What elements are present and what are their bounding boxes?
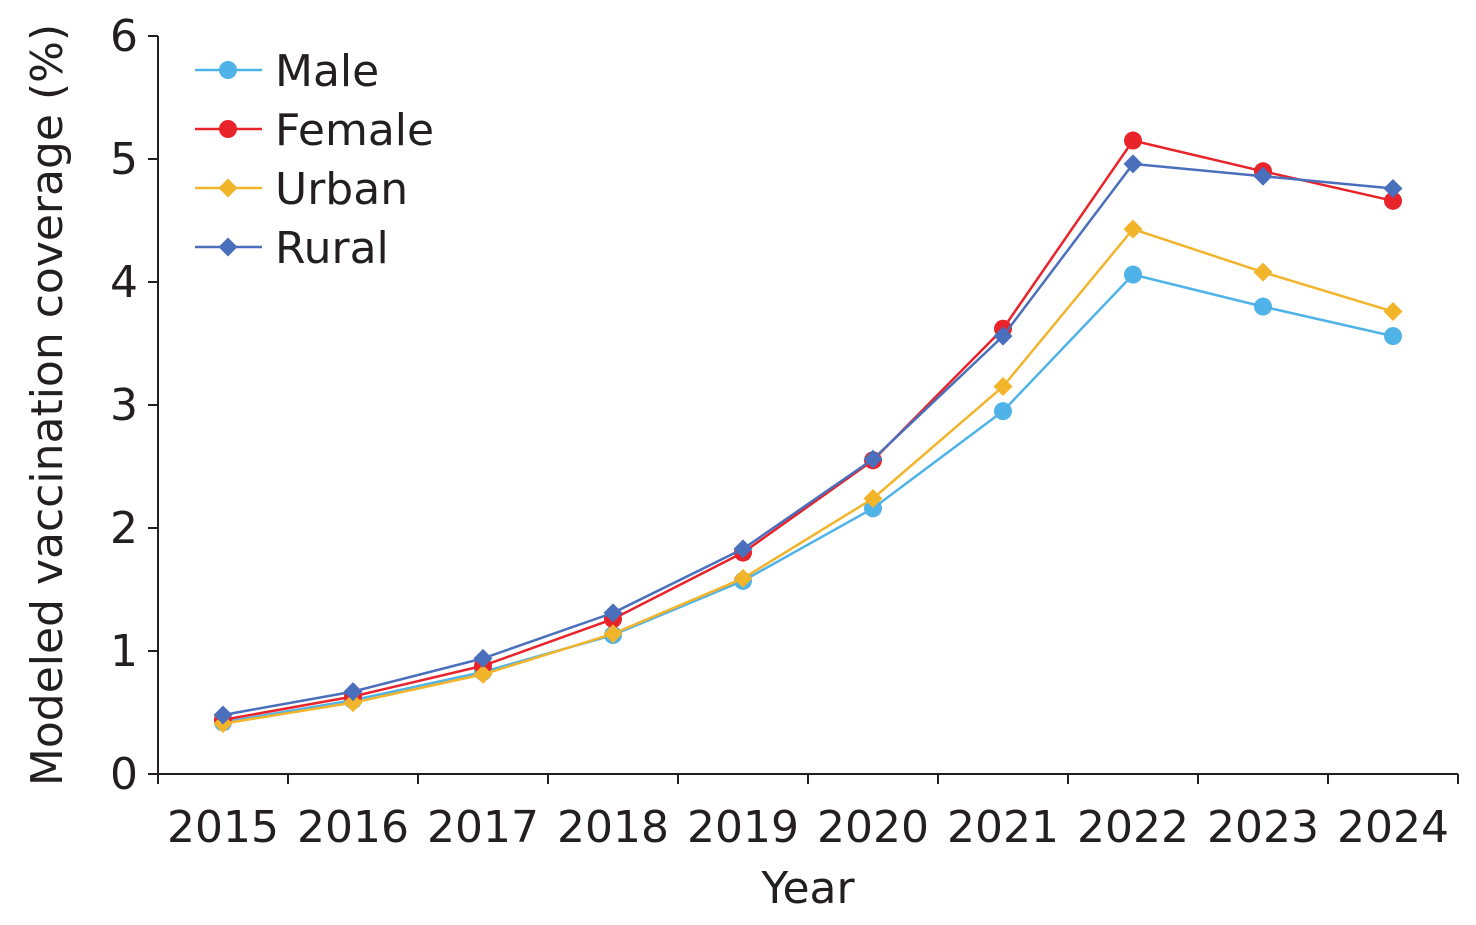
legend-label-male: Male: [275, 46, 379, 97]
y-tick-label: 4: [110, 257, 138, 308]
data-point-male: [994, 402, 1012, 421]
series-line-rural: [222, 162, 1394, 717]
x-tick-label: 2022: [1077, 802, 1189, 853]
x-tick-label: 2024: [1337, 802, 1449, 853]
legend-item-rural: Rural: [195, 223, 389, 274]
series-male: [214, 265, 1402, 732]
legend-item-urban: Urban: [195, 164, 408, 215]
x-tick-label: 2021: [947, 802, 1059, 853]
series-line-urban: [222, 227, 1394, 725]
legend-label-urban: Urban: [275, 164, 408, 215]
data-point-rural: [863, 449, 883, 469]
data-point-female: [1384, 191, 1402, 210]
data-point-urban: [1253, 262, 1273, 282]
x-tick-label: 2018: [557, 802, 669, 853]
data-point-rural: [993, 326, 1013, 346]
data-point-male: [864, 499, 882, 518]
series-urban: [213, 219, 1403, 734]
y-tick-label: 3: [110, 380, 138, 431]
y-tick-label: 6: [110, 11, 138, 62]
data-point-rural: [213, 705, 233, 725]
data-point-urban: [1383, 302, 1403, 322]
x-tick-label: 2023: [1207, 802, 1319, 853]
y-ticks: 0 1 2 3 4 5 6: [110, 11, 158, 800]
x-tick-label: 2019: [687, 802, 799, 853]
data-point-urban: [863, 488, 883, 508]
legend-item-male: Male: [195, 46, 379, 97]
x-tick-label: 2016: [297, 802, 409, 853]
series-female: [214, 131, 1402, 729]
legend: Male Female Urban Rural: [195, 46, 434, 274]
data-point-rural: [473, 648, 493, 668]
legend-marker-female: [219, 120, 237, 138]
data-point-rural: [1253, 166, 1273, 186]
data-point-rural: [603, 603, 623, 623]
data-point-rural: [733, 539, 753, 559]
x-tick-label: 2020: [817, 802, 929, 853]
x-tick-label: 2017: [427, 802, 539, 853]
data-point-rural: [1383, 179, 1403, 199]
data-point-urban: [603, 624, 623, 644]
y-tick-label: 0: [110, 749, 138, 800]
y-tick-label: 5: [110, 134, 138, 185]
data-point-urban: [343, 693, 363, 713]
legend-label-female: Female: [275, 105, 434, 156]
axes: 0 1 2 3 4 5 6 2015 2016 2017 2018 2019 2020 2021 2022…: [110, 11, 1459, 853]
legend-item-female: Female: [195, 105, 434, 156]
y-tick-label: 2: [110, 503, 138, 554]
series-line-female: [222, 139, 1394, 722]
y-axis-title: Modeled vaccination coverage (%): [22, 24, 73, 786]
data-point-male: [1384, 327, 1402, 346]
series-layer: [213, 131, 1403, 734]
data-point-urban: [733, 568, 753, 588]
legend-marker-male: [219, 61, 237, 79]
data-point-male: [1254, 297, 1272, 316]
series-line-male: [222, 273, 1394, 724]
data-point-rural: [1123, 154, 1143, 174]
data-point-urban: [993, 377, 1013, 397]
legend-marker-rural: [218, 237, 238, 257]
legend-marker-urban: [218, 178, 238, 198]
data-point-rural: [343, 682, 363, 702]
data-point-urban: [1123, 219, 1143, 239]
x-axis-title: Year: [760, 863, 855, 914]
data-point-urban: [473, 664, 493, 684]
legend-label-rural: Rural: [275, 223, 389, 274]
series-rural: [213, 154, 1403, 725]
data-point-male: [1124, 265, 1142, 284]
x-tick-label: 2015: [167, 802, 279, 853]
x-ticks: 2015 2016 2017 2018 2019 2020 2021 2022 2023 2024: [157, 774, 1459, 853]
data-point-female: [1124, 131, 1142, 150]
y-tick-label: 1: [110, 626, 138, 677]
